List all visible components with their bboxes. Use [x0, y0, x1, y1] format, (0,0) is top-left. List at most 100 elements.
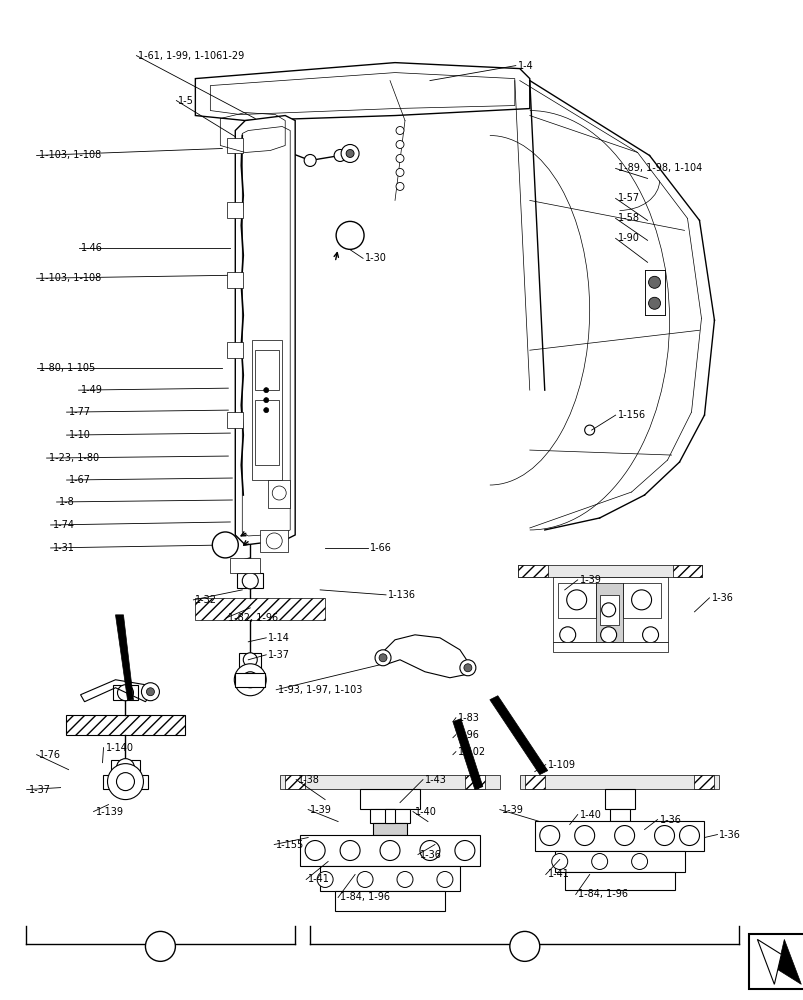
- Text: 1-82, 1-96: 1-82, 1-96: [228, 613, 278, 623]
- Bar: [534, 821, 703, 851]
- Polygon shape: [777, 939, 801, 984]
- Circle shape: [600, 627, 616, 643]
- Bar: [520, 775, 719, 789]
- Text: 1-43: 1-43: [425, 775, 446, 785]
- Circle shape: [419, 841, 439, 860]
- Bar: [285, 775, 305, 789]
- Circle shape: [242, 573, 258, 589]
- Bar: [239, 653, 261, 668]
- Circle shape: [141, 683, 159, 701]
- Circle shape: [459, 660, 475, 676]
- Bar: [227, 202, 243, 218]
- Circle shape: [242, 672, 258, 688]
- Text: 1-37: 1-37: [29, 785, 51, 795]
- Polygon shape: [195, 63, 529, 121]
- Bar: [595, 583, 622, 642]
- Text: 1-61, 1-99, 1-1061-29: 1-61, 1-99, 1-1061-29: [138, 51, 244, 61]
- Bar: [524, 775, 544, 789]
- Text: 1-90: 1-90: [617, 233, 638, 243]
- Text: G: G: [155, 940, 165, 953]
- Circle shape: [566, 590, 586, 610]
- Circle shape: [263, 408, 268, 413]
- Polygon shape: [452, 719, 483, 790]
- Bar: [335, 891, 444, 911]
- Circle shape: [304, 154, 316, 166]
- Text: G: G: [221, 540, 230, 550]
- Text: 1-41: 1-41: [547, 869, 569, 879]
- Circle shape: [116, 773, 134, 791]
- Bar: [320, 866, 459, 891]
- Circle shape: [146, 688, 154, 696]
- Bar: [252, 340, 282, 480]
- Text: 1-93, 1-97, 1-103: 1-93, 1-97, 1-103: [278, 685, 362, 695]
- Bar: [360, 789, 419, 809]
- Circle shape: [654, 826, 674, 846]
- Circle shape: [263, 388, 268, 393]
- Bar: [195, 598, 324, 620]
- Text: 1-67: 1-67: [68, 475, 91, 485]
- Circle shape: [396, 127, 403, 135]
- Text: 1-103, 1-108: 1-103, 1-108: [39, 150, 100, 160]
- Circle shape: [334, 149, 345, 161]
- Bar: [255, 400, 279, 465]
- Circle shape: [631, 854, 646, 869]
- Text: 1-40: 1-40: [579, 810, 601, 820]
- Text: 1-76: 1-76: [39, 750, 60, 760]
- Circle shape: [374, 650, 390, 666]
- Bar: [66, 715, 185, 735]
- Bar: [609, 809, 629, 821]
- Bar: [373, 823, 406, 835]
- Bar: [557, 583, 595, 618]
- Bar: [599, 595, 618, 625]
- Circle shape: [263, 398, 268, 403]
- Bar: [280, 775, 499, 789]
- Text: 1-41: 1-41: [308, 874, 329, 884]
- Circle shape: [584, 425, 594, 435]
- Bar: [112, 685, 138, 700]
- Text: 1-102: 1-102: [458, 747, 486, 757]
- Text: 1-49: 1-49: [80, 385, 102, 395]
- Bar: [517, 565, 547, 577]
- Circle shape: [305, 841, 324, 860]
- Circle shape: [509, 931, 539, 961]
- Circle shape: [454, 841, 475, 860]
- Circle shape: [396, 182, 403, 190]
- Circle shape: [117, 685, 133, 701]
- Text: 1-58: 1-58: [617, 213, 639, 223]
- Text: 1-36: 1-36: [719, 830, 740, 840]
- Circle shape: [145, 931, 175, 961]
- Text: 1-103, 1-108: 1-103, 1-108: [39, 273, 100, 283]
- Text: 1-74: 1-74: [52, 520, 75, 530]
- Bar: [564, 872, 674, 890]
- Text: 1-36: 1-36: [419, 850, 442, 860]
- Text: 1-83: 1-83: [458, 713, 479, 723]
- Circle shape: [234, 664, 266, 696]
- Circle shape: [345, 149, 353, 157]
- Text: 1-14: 1-14: [268, 633, 290, 643]
- Text: 1-23, 1-80: 1-23, 1-80: [48, 453, 99, 463]
- Circle shape: [679, 826, 699, 846]
- Polygon shape: [489, 696, 547, 775]
- Text: 1-156: 1-156: [617, 410, 645, 420]
- Circle shape: [380, 841, 400, 860]
- Text: 1-57: 1-57: [617, 193, 639, 203]
- Bar: [230, 558, 260, 573]
- Text: 1-39: 1-39: [579, 575, 601, 585]
- Bar: [694, 775, 714, 789]
- Text: 1-30: 1-30: [365, 253, 386, 263]
- Text: 1-5: 1-5: [178, 96, 194, 106]
- Circle shape: [108, 764, 143, 800]
- Text: 1-36: 1-36: [658, 815, 681, 825]
- Polygon shape: [235, 116, 295, 545]
- Circle shape: [243, 653, 257, 667]
- Bar: [385, 809, 394, 823]
- Bar: [464, 775, 484, 789]
- Bar: [110, 760, 141, 775]
- Circle shape: [266, 533, 282, 549]
- Circle shape: [396, 168, 403, 176]
- Text: 1-36: 1-36: [711, 593, 732, 603]
- Text: 1-84, 1-96: 1-84, 1-96: [577, 889, 627, 899]
- Text: 1-40: 1-40: [414, 807, 436, 817]
- Text: H: H: [519, 940, 529, 953]
- Text: 1-80, 1-105: 1-80, 1-105: [39, 363, 95, 373]
